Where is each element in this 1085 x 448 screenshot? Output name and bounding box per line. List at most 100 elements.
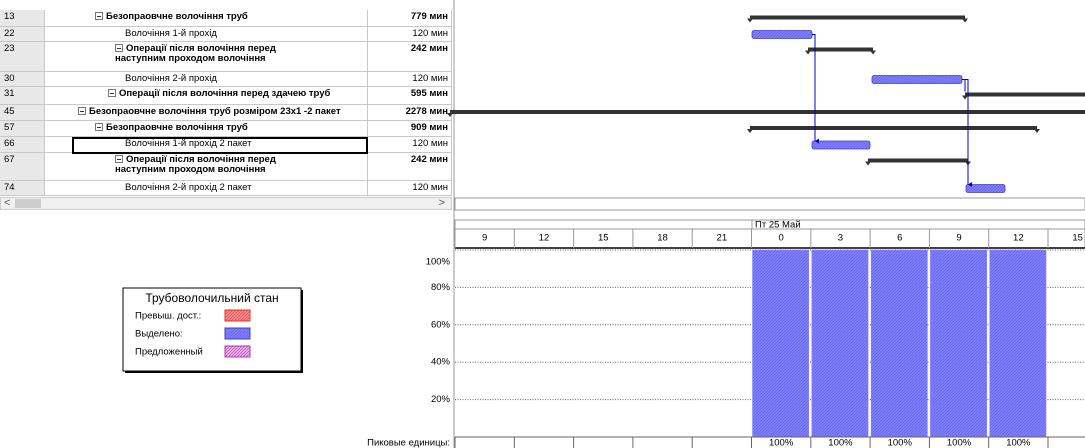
task-name: Безопраовчне волочіння труб — [45, 121, 368, 137]
task-name-text: Операції після волочіння перед наступним… — [115, 154, 276, 175]
summary-end — [447, 113, 453, 117]
bar — [870, 249, 928, 438]
legend-swatch — [224, 309, 251, 322]
collapse-toggle[interactable] — [78, 107, 86, 115]
task-name-text: Операції після волочіння перед здачею тр… — [119, 88, 331, 99]
summary-bar — [808, 47, 873, 52]
legend-swatch — [224, 327, 251, 340]
task-bar — [811, 140, 871, 150]
summary-end — [1034, 129, 1040, 133]
duration: 242 мин — [368, 42, 452, 72]
row-id: 31 — [0, 87, 45, 105]
summary-end — [962, 18, 968, 23]
row-id: 45 — [0, 105, 45, 121]
scroll-thumb[interactable] — [15, 199, 41, 208]
value-label: 100% — [1006, 438, 1031, 448]
row-id: 22 — [0, 27, 45, 42]
summary-end — [747, 129, 753, 133]
task-name-text: Операції після волочіння перед наступним… — [115, 43, 276, 64]
duration: 779 мин — [368, 10, 452, 27]
value-label: 100% — [888, 438, 913, 448]
y-tick-label: 40% — [431, 357, 451, 368]
y-tick-label: 20% — [431, 394, 451, 405]
collapse-toggle[interactable] — [115, 155, 123, 163]
task-name-text: Волочіння 1-й прохід 2 пакет — [125, 138, 252, 149]
summary-end — [865, 161, 871, 166]
duration: 120 мин — [368, 27, 452, 42]
row-id: 13 — [0, 10, 45, 27]
summary-end — [870, 50, 876, 55]
legend-label: Выделено: — [135, 329, 183, 340]
task-name: Безопраовчне волочіння труб — [45, 10, 368, 27]
collapse-toggle[interactable] — [108, 89, 116, 97]
peak-label: Пиковые единицы: — [367, 438, 450, 448]
collapse-toggle[interactable] — [115, 44, 123, 52]
hour-label: 12 — [1013, 233, 1024, 244]
task-name-text: Волочіння 2-й прохід 2 пакет — [125, 182, 252, 193]
row-id: 57 — [0, 121, 45, 137]
hour-label: 12 — [539, 233, 550, 244]
duration: 120 мин — [368, 72, 452, 87]
row-id: 66 — [0, 137, 45, 153]
task-name: Волочіння 1-й прохід — [45, 27, 368, 42]
duration: 909 мин — [368, 121, 452, 137]
task-name-text: Волочіння 1-й прохід — [125, 28, 217, 39]
bar — [752, 249, 810, 438]
value-label: 100% — [947, 438, 972, 448]
row-id: 74 — [0, 181, 45, 196]
legend-title: Трубоволочильний стан — [145, 291, 278, 305]
y-tick-label: 100% — [426, 257, 451, 268]
summary-bar — [868, 158, 968, 163]
summary-bar — [750, 126, 1037, 130]
value-label: 100% — [828, 438, 853, 448]
selected-cell — [72, 137, 368, 154]
duration: 595 мин — [368, 87, 452, 105]
summary-end — [962, 95, 968, 100]
legend-box — [122, 287, 302, 372]
duration: 242 мин — [368, 153, 452, 181]
hour-label: 0 — [779, 233, 784, 244]
task-bar — [871, 75, 963, 84]
collapse-toggle[interactable] — [95, 123, 103, 131]
task-name: Волочіння 2-й прохід — [45, 72, 368, 87]
hour-label: 9 — [956, 233, 961, 244]
hour-label: 6 — [897, 233, 902, 244]
task-name-text: Безопраовчне волочіння труб розміром 23х… — [89, 106, 341, 117]
legend-label: Предложенный — [135, 347, 203, 358]
hour-label: 18 — [657, 233, 668, 244]
summary-end — [747, 18, 753, 23]
collapse-toggle[interactable] — [95, 12, 103, 20]
scroll-left[interactable]: < — [4, 197, 11, 209]
summary-bar — [750, 15, 965, 20]
scroll-right[interactable]: > — [438, 197, 445, 209]
summary-bar — [450, 110, 1085, 114]
y-tick-label: 80% — [431, 282, 451, 293]
legend-label: Превыш. дост.: — [135, 311, 201, 322]
summary-end — [805, 50, 811, 55]
row-id: 67 — [0, 153, 45, 181]
scrollbar[interactable]: < > — [0, 197, 452, 210]
gantt-scroll — [454, 197, 1085, 211]
bar — [930, 249, 987, 438]
hour-label: 3 — [838, 233, 843, 244]
task-name-text: Безопраовчне волочіння труб — [106, 11, 248, 22]
duration: 120 мин — [368, 137, 452, 153]
row-id: 30 — [0, 72, 45, 87]
duration: 120 мин — [368, 181, 452, 196]
task-bar — [751, 30, 813, 39]
task-name-text: Безопраовчне волочіння труб — [106, 122, 248, 133]
date-label: Пт 25 Май — [755, 220, 801, 231]
legend-swatch — [224, 345, 251, 358]
bar — [811, 249, 869, 438]
task-name-text: Волочіння 2-й прохід — [125, 73, 217, 84]
bar — [989, 249, 1047, 438]
hour-label: 15 — [1072, 233, 1083, 244]
task-bar — [965, 184, 1006, 193]
task-name: Безопраовчне волочіння труб розміром 23х… — [45, 105, 368, 121]
link — [812, 34, 819, 144]
y-tick-label: 60% — [431, 319, 451, 330]
value-label: 100% — [769, 438, 794, 448]
task-name: Операції після волочіння перед здачею тр… — [45, 87, 368, 105]
